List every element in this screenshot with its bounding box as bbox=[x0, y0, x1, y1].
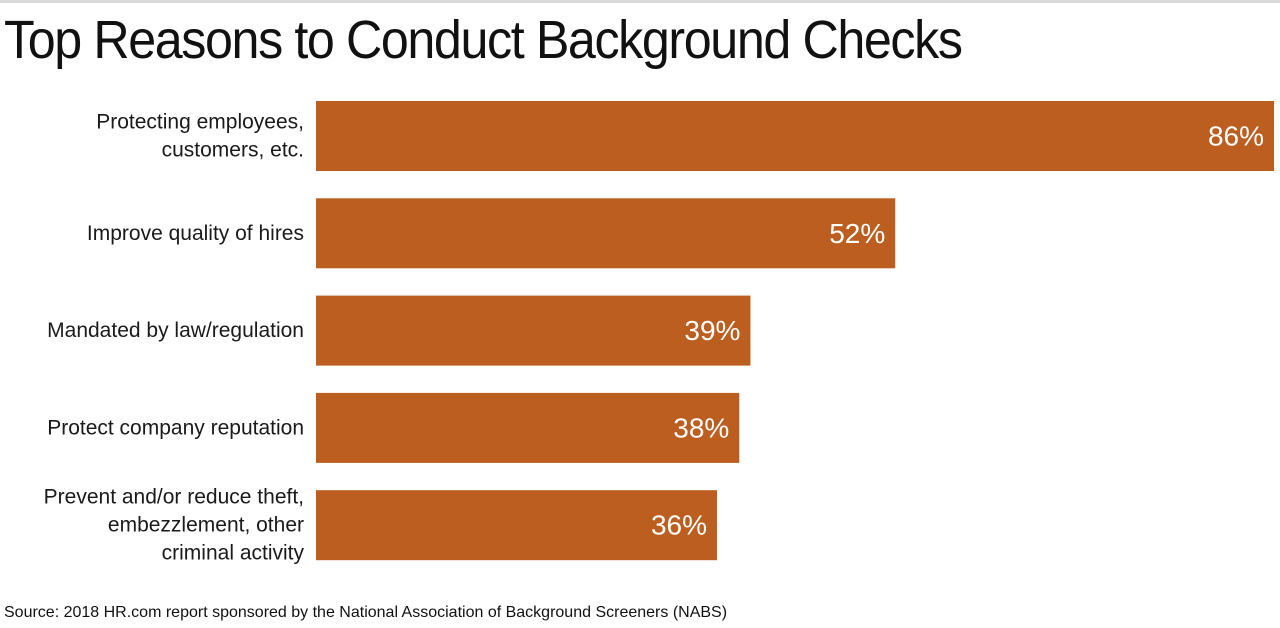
category-label-4: Protect company reputation bbox=[47, 416, 304, 439]
source-note: Source: 2018 HR.com report sponsored by … bbox=[4, 604, 728, 621]
category-label-3: Mandated by law/regulation bbox=[47, 319, 304, 342]
bar-value-label-3: 39% bbox=[684, 315, 740, 346]
bar-value-label-2: 52% bbox=[829, 218, 885, 249]
bar-value-label-1: 86% bbox=[1208, 121, 1264, 152]
category-label-line: customers, etc. bbox=[162, 139, 304, 162]
bar-chart: 86% Protecting employees, customers, etc. 5… bbox=[44, 101, 1274, 565]
category-label-1: Protecting employees, customers, etc. bbox=[96, 111, 304, 162]
bar-value-label-5: 36% bbox=[651, 510, 707, 541]
category-label-line: Prevent and/or reduce theft, bbox=[44, 486, 304, 509]
chart-title: Top Reasons to Conduct Background Checks bbox=[4, 10, 963, 70]
bar-1 bbox=[316, 101, 1274, 171]
category-label-line: Protecting employees, bbox=[96, 111, 304, 134]
category-label-5: Prevent and/or reduce theft, embezzlement… bbox=[44, 486, 305, 565]
bar-5 bbox=[316, 490, 718, 561]
bar-3 bbox=[316, 295, 751, 366]
bar-2 bbox=[316, 198, 896, 269]
category-label-line: embezzlement, other bbox=[108, 514, 304, 537]
category-label-line: criminal activity bbox=[162, 542, 305, 565]
category-label-line: Improve quality of hires bbox=[87, 222, 304, 245]
category-label-2: Improve quality of hires bbox=[87, 222, 304, 245]
category-label-line: Mandated by law/regulation bbox=[47, 319, 304, 342]
category-label-line: Protect company reputation bbox=[47, 416, 304, 439]
bar-4 bbox=[316, 392, 740, 463]
top-rule bbox=[0, 0, 1280, 3]
bar-value-label-4: 38% bbox=[673, 412, 729, 443]
